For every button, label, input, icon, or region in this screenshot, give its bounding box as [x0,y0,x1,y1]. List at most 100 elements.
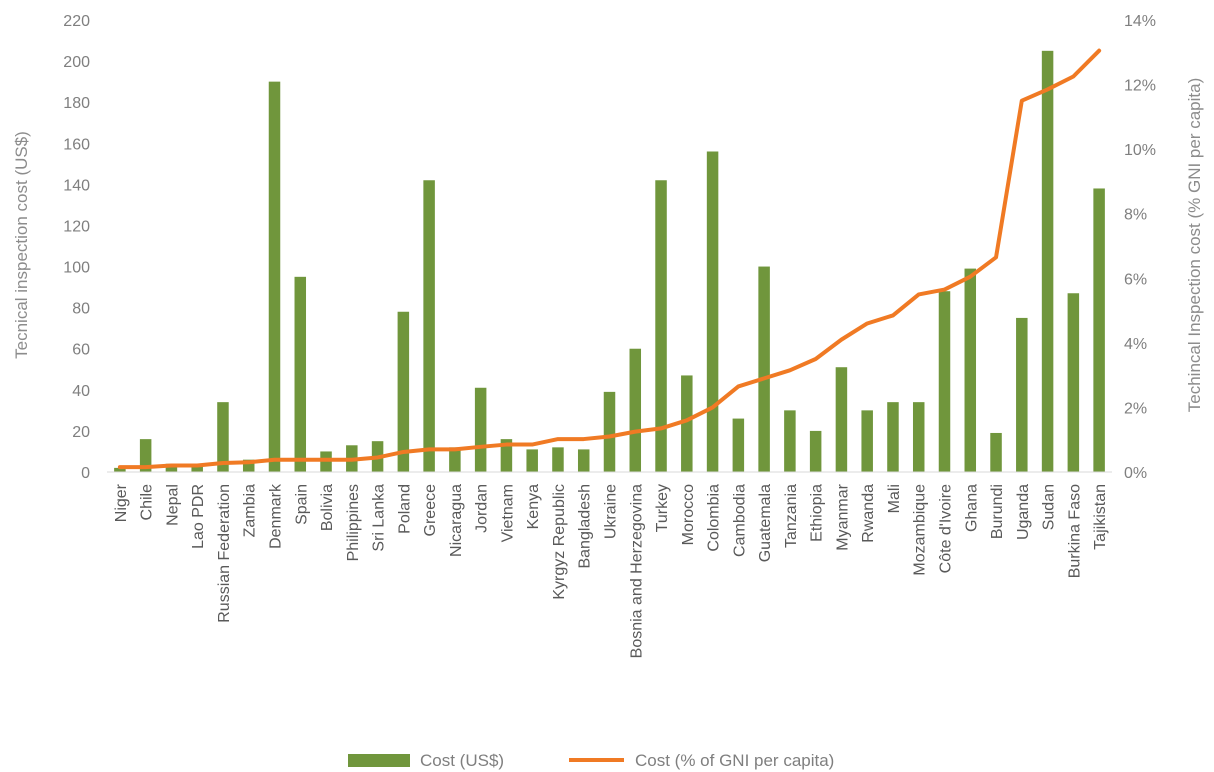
category-label-bolivia: Bolivia [319,484,336,531]
bar-nicaragua [449,447,461,472]
bar-chile [139,439,152,472]
category-label-sudan: Sudan [1041,484,1058,530]
left-tick-label: 0 [81,465,90,482]
bar-bangladesh [577,449,590,472]
category-label-niger: Niger [113,483,130,522]
category-label-zambia: Zambia [242,484,259,537]
category-label-rwanda: Rwanda [860,484,877,543]
bar-burundi [990,432,1002,472]
category-label-russian-federation: Russian Federation [216,484,233,623]
left-tick-label: 220 [63,13,90,30]
bar-zambia [242,459,255,472]
category-label-colombia: Colombia [706,484,723,552]
bar-series [114,50,1105,473]
bar-turkey [655,180,667,472]
right-tick-label: 4% [1124,336,1147,353]
category-label-bangladesh: Bangladesh [577,484,594,569]
line-series [117,48,1102,470]
right-tick-label: 10% [1124,142,1156,159]
category-label-tajikistan: Tajikistan [1092,484,1109,550]
category-label-bosnia-and-herzegovina: Bosnia and Herzegovina [628,484,645,658]
legend-label-bar: Cost (US$) [420,751,504,770]
bar-lao-pdr [191,463,203,472]
category-label-chile: Chile [139,484,156,521]
category-label-poland: Poland [396,484,413,534]
left-tick-label: 160 [63,136,90,153]
bar-uganda [1016,317,1028,472]
legend-label-line: Cost (% of GNI per capita) [635,751,834,770]
left-tick-label: 120 [63,218,90,235]
bar-ukraine [603,391,616,472]
category-label-greece: Greece [422,484,439,537]
category-label-ukraine: Ukraine [603,484,620,539]
bar-spain [294,276,307,472]
left-axis-title: Tecnical inspection cost (US$) [12,131,31,359]
bar-poland [397,311,410,472]
legend-swatch-bar [348,754,410,767]
category-label-ghana: Ghana [963,484,980,532]
category-label-burkina-faso: Burkina Faso [1066,484,1083,578]
bar-myanmar [835,367,848,472]
bar-russian-federation [217,402,229,472]
category-label-tanzania: Tanzania [783,484,800,548]
bar-mali [887,402,899,472]
bar-guatemala [758,266,770,472]
category-label-myanmar: Myanmar [834,483,851,550]
category-label-burundi: Burundi [989,484,1006,539]
category-label-guatemala: Guatemala [757,484,774,562]
right-axis-ticks: 0% 2% 4% 6% 8% 10% 12% 14% [1124,13,1156,482]
left-tick-label: 60 [72,342,90,359]
bar-greece [423,180,435,472]
category-label-morocco: Morocco [680,484,697,545]
right-tick-label: 6% [1124,271,1147,288]
legend: Cost (US$) Cost (% of GNI per capita) [348,751,834,770]
bar-sudan [1041,50,1054,472]
bar-cambodia [732,418,745,472]
category-label-cote-d-ivoire: Côte d'Ivoire [938,484,955,573]
category-label-philippines: Philippines [345,484,362,561]
category-label-cambodia: Cambodia [731,484,748,557]
category-label-vietnam: Vietnam [499,484,516,542]
left-tick-label: 100 [63,260,90,277]
bar-morocco [681,375,693,472]
category-label-turkey: Turkey [654,484,671,532]
bar-kenya [526,449,538,472]
left-tick-label: 200 [63,54,90,71]
category-label-kyrgyz-republic: Kyrgyz Republic [551,484,568,600]
category-label-spain: Spain [293,484,310,525]
right-tick-label: 2% [1124,400,1147,417]
bar-bosnia-and-herzegovina [629,348,642,472]
bar-tanzania [784,410,796,472]
bar-rwanda [861,410,873,472]
left-tick-label: 180 [63,95,90,112]
category-label-kenya: Kenya [525,484,542,529]
left-tick-label: 140 [63,177,90,194]
left-axis-ticks: 0 20 40 60 80 100 120 140 160 180 200 220 [63,13,90,482]
category-labels: Niger Chile Nepal Lao PDR Russian Federation… [113,483,1109,658]
bar-colombia [706,151,719,473]
category-label-lao-pdr: Lao PDR [190,484,207,549]
bar-denmark [268,81,281,472]
right-tick-label: 8% [1124,207,1147,224]
category-label-nicaragua: Nicaragua [448,484,465,557]
right-tick-label: 0% [1124,465,1147,482]
category-label-denmark: Denmark [268,483,285,549]
bar-nepal [165,463,178,472]
category-label-mozambique: Mozambique [912,484,929,576]
category-label-sri-lanka: Sri Lanka [371,484,388,552]
left-tick-label: 40 [72,383,90,400]
category-label-ethiopia: Ethiopia [809,484,826,542]
left-tick-label: 20 [72,424,90,441]
category-label-nepal: Nepal [164,484,181,526]
bar-mozambique [912,402,925,472]
bar-burkina-faso [1067,293,1080,472]
right-tick-label: 12% [1124,78,1156,95]
category-label-uganda: Uganda [1015,484,1032,540]
left-tick-label: 80 [72,301,90,318]
bar-cote-d-ivoire [938,291,951,472]
bar-jordan [474,387,487,472]
bar-niger [114,467,126,472]
bar-vietnam [500,439,513,472]
bar-ghana [964,268,977,472]
